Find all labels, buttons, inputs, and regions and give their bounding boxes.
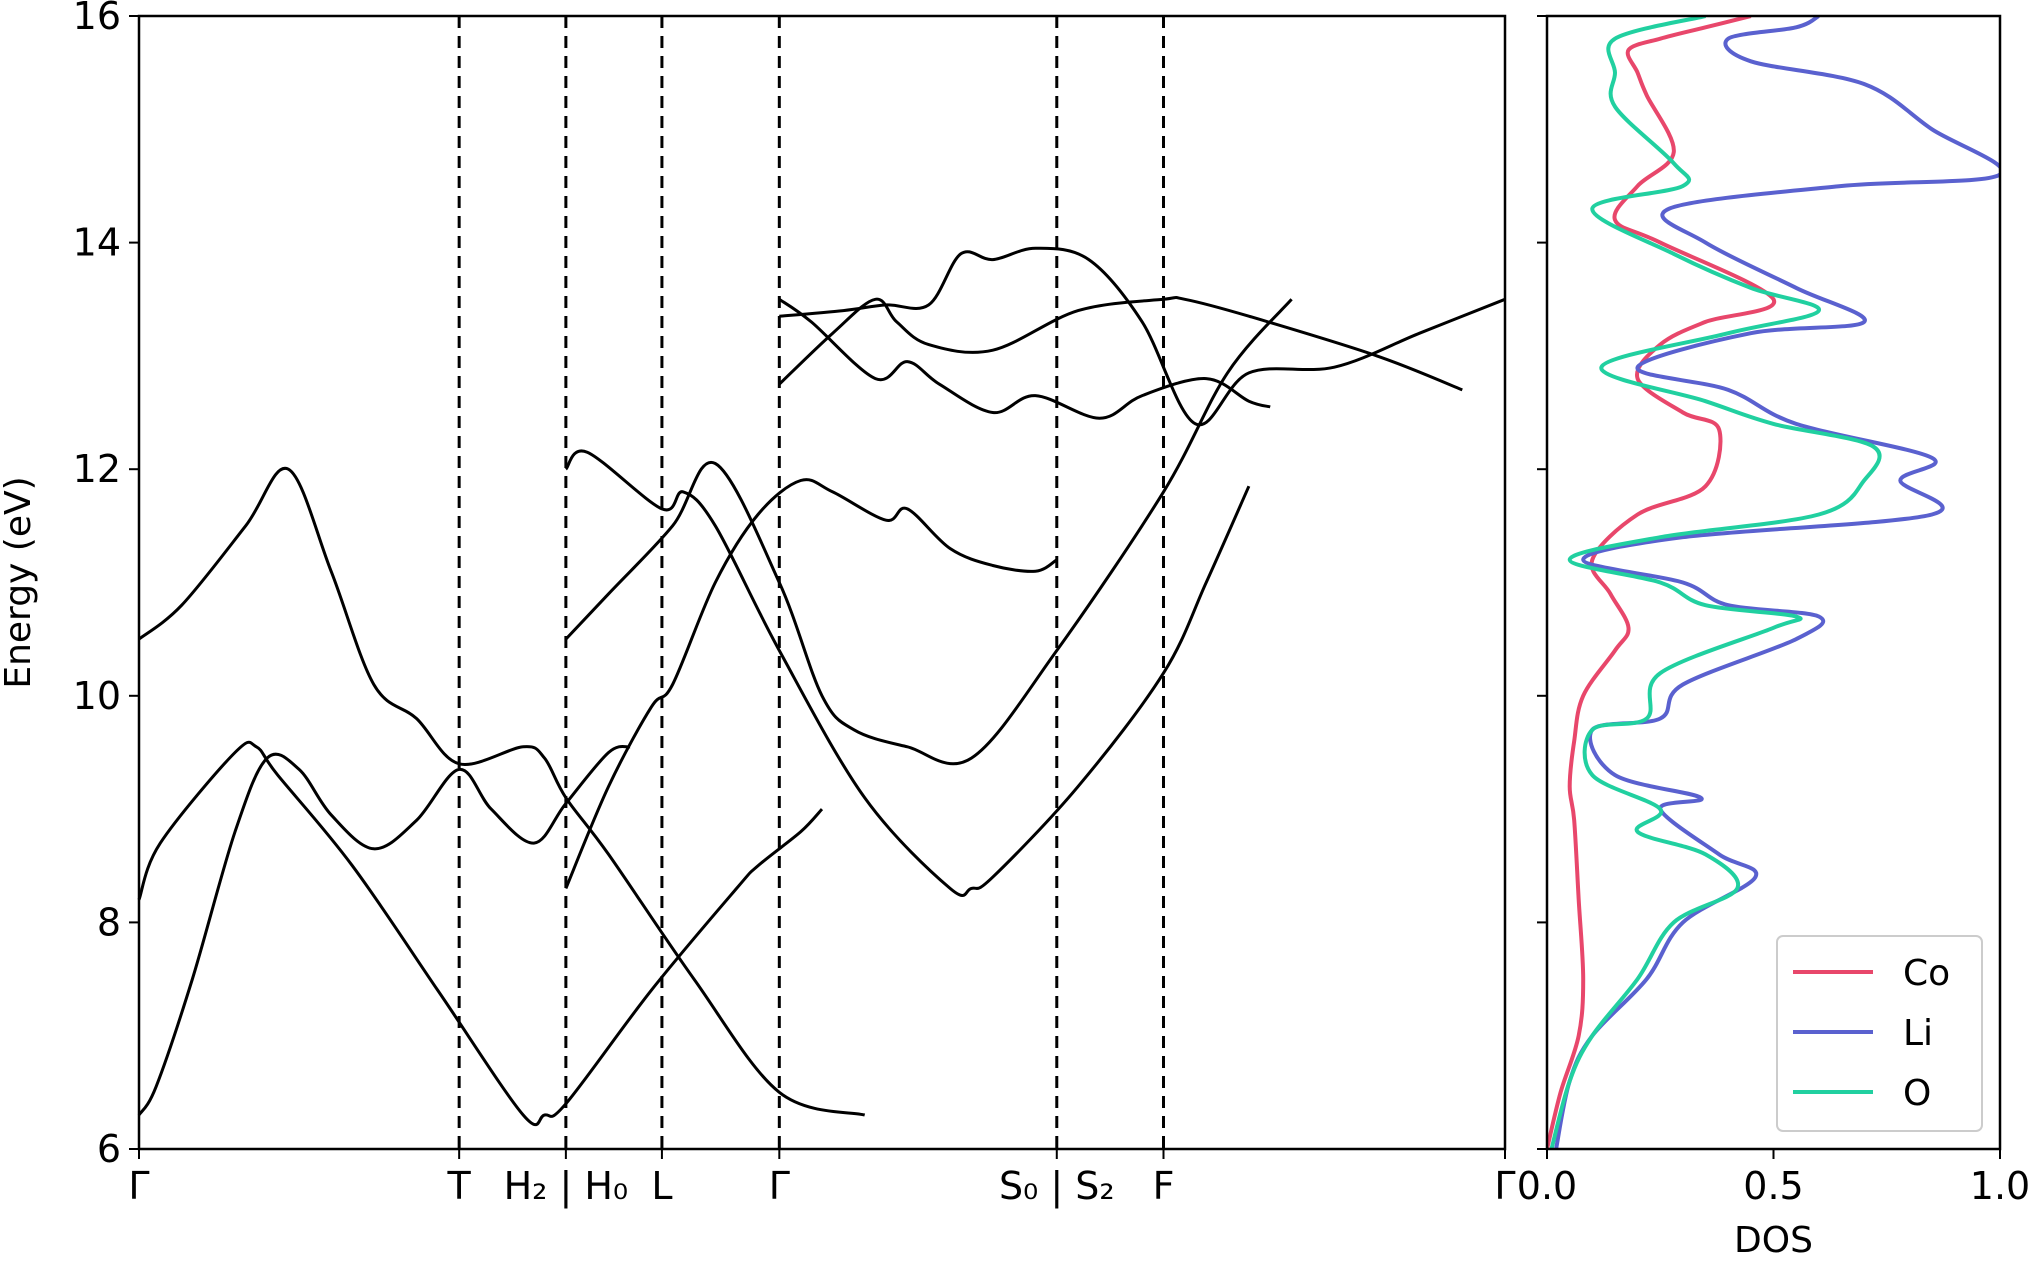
dos-x-axis-label: DOS xyxy=(1734,1220,1813,1261)
x-tick-label: L xyxy=(651,1164,672,1208)
dos-panel: 0.0 0.5 1.0 DOS Co Li O xyxy=(1517,14,2030,1261)
band-frame xyxy=(137,14,1507,1151)
band-line xyxy=(137,740,824,1127)
band-line xyxy=(564,478,1058,889)
x-tick-label: F xyxy=(1153,1164,1175,1208)
y-tick-label: 10 xyxy=(73,674,121,718)
dos-line-o xyxy=(1549,16,1882,1149)
x-tick-label: Γ xyxy=(1494,1164,1515,1208)
legend-box xyxy=(1776,935,1983,1132)
y-tick-label: 14 xyxy=(73,221,121,265)
legend-label-li: Li xyxy=(1903,1013,1933,1054)
dos-x-tick-label: 0.5 xyxy=(1743,1164,1803,1208)
band-line xyxy=(564,298,1293,766)
x-tick-label: Γ xyxy=(769,1164,790,1208)
y-axis-label: Energy (eV) xyxy=(0,476,39,688)
x-tick-label: H₂ | H₀ xyxy=(504,1164,629,1209)
x-tick-label: S₀ | S₂ xyxy=(999,1164,1115,1209)
band-line xyxy=(137,744,631,1116)
band-line xyxy=(778,298,1271,420)
dos-legend: Co Li O xyxy=(1776,935,1983,1132)
band-line xyxy=(138,466,866,1117)
band-line xyxy=(564,449,1251,898)
dos-x-tick-label: 0.0 xyxy=(1517,1164,1577,1208)
y-tick-label: 8 xyxy=(97,900,121,944)
legend-label-o: O xyxy=(1903,1073,1931,1114)
legend-label-co: Co xyxy=(1903,953,1950,994)
dos-x-tick-label: 1.0 xyxy=(1970,1164,2030,1208)
x-tick-label: Γ xyxy=(128,1164,149,1208)
y-tick-label: 12 xyxy=(73,447,121,491)
y-tick-label: 6 xyxy=(97,1127,121,1171)
y-tick-label: 16 xyxy=(73,0,121,38)
dos-line-co xyxy=(1547,16,1776,1149)
band-line xyxy=(779,246,1506,427)
x-tick-label: T xyxy=(447,1164,472,1208)
band-line xyxy=(778,296,1463,392)
